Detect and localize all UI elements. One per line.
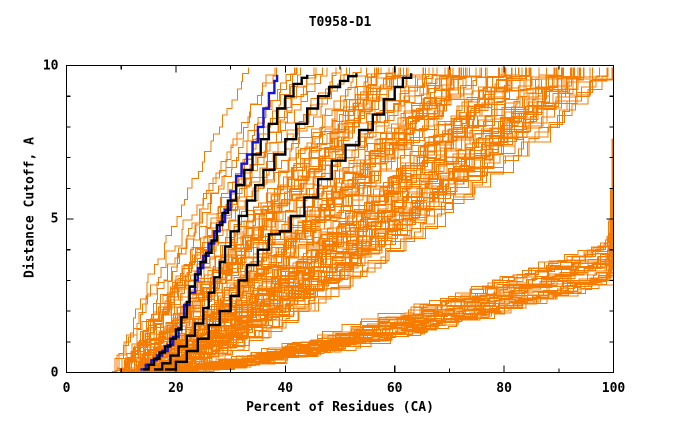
- x-tick-label-40: 40: [277, 380, 294, 396]
- series-black-highlight-3: [165, 73, 413, 371]
- x-axis-title: Percent of Residues (CA): [246, 400, 434, 415]
- series-blue-highlight: [140, 74, 279, 371]
- series-black-highlight-1: [143, 74, 309, 371]
- y-tick-label-0: 0: [50, 365, 59, 380]
- x-tick-label-20: 20: [168, 380, 184, 396]
- x-tick-label-80: 80: [496, 380, 512, 396]
- x-tick-label-100: 100: [601, 380, 626, 396]
- x-tick-label-60: 60: [386, 380, 403, 396]
- axes: [65, 64, 615, 374]
- y-tick-label-5: 5: [50, 211, 59, 227]
- series-black-highlight-2: [154, 73, 358, 371]
- x-tick-label-0: 0: [62, 380, 71, 396]
- page-title: T0958-D1: [308, 15, 372, 30]
- y-tick-label-10: 10: [42, 58, 59, 73]
